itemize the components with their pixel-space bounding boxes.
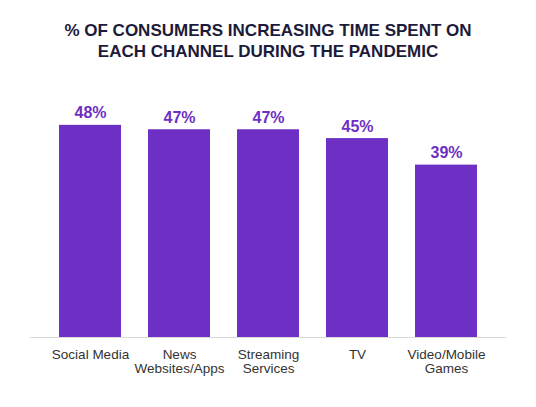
svg-text:39%: 39% bbox=[430, 144, 462, 161]
svg-text:47%: 47% bbox=[252, 109, 284, 126]
svg-text:NewsWebsites/Apps: NewsWebsites/Apps bbox=[135, 347, 225, 376]
html-text:% OF CONSUMERS INCREASING TIME: % OF CONSUMERS INCREASING TIME SPENT ON … bbox=[64, 21, 472, 61]
svg-text:TV: TV bbox=[349, 347, 366, 362]
svg-text:StreamingServices: StreamingServices bbox=[238, 347, 300, 376]
svg-text:47%: 47% bbox=[163, 109, 195, 126]
svg-text:45%: 45% bbox=[341, 118, 373, 135]
svg-text:48%: 48% bbox=[74, 104, 106, 121]
svg-text:Video/MobileGames: Video/MobileGames bbox=[408, 347, 486, 376]
svg-text:Social Media: Social Media bbox=[52, 347, 130, 362]
